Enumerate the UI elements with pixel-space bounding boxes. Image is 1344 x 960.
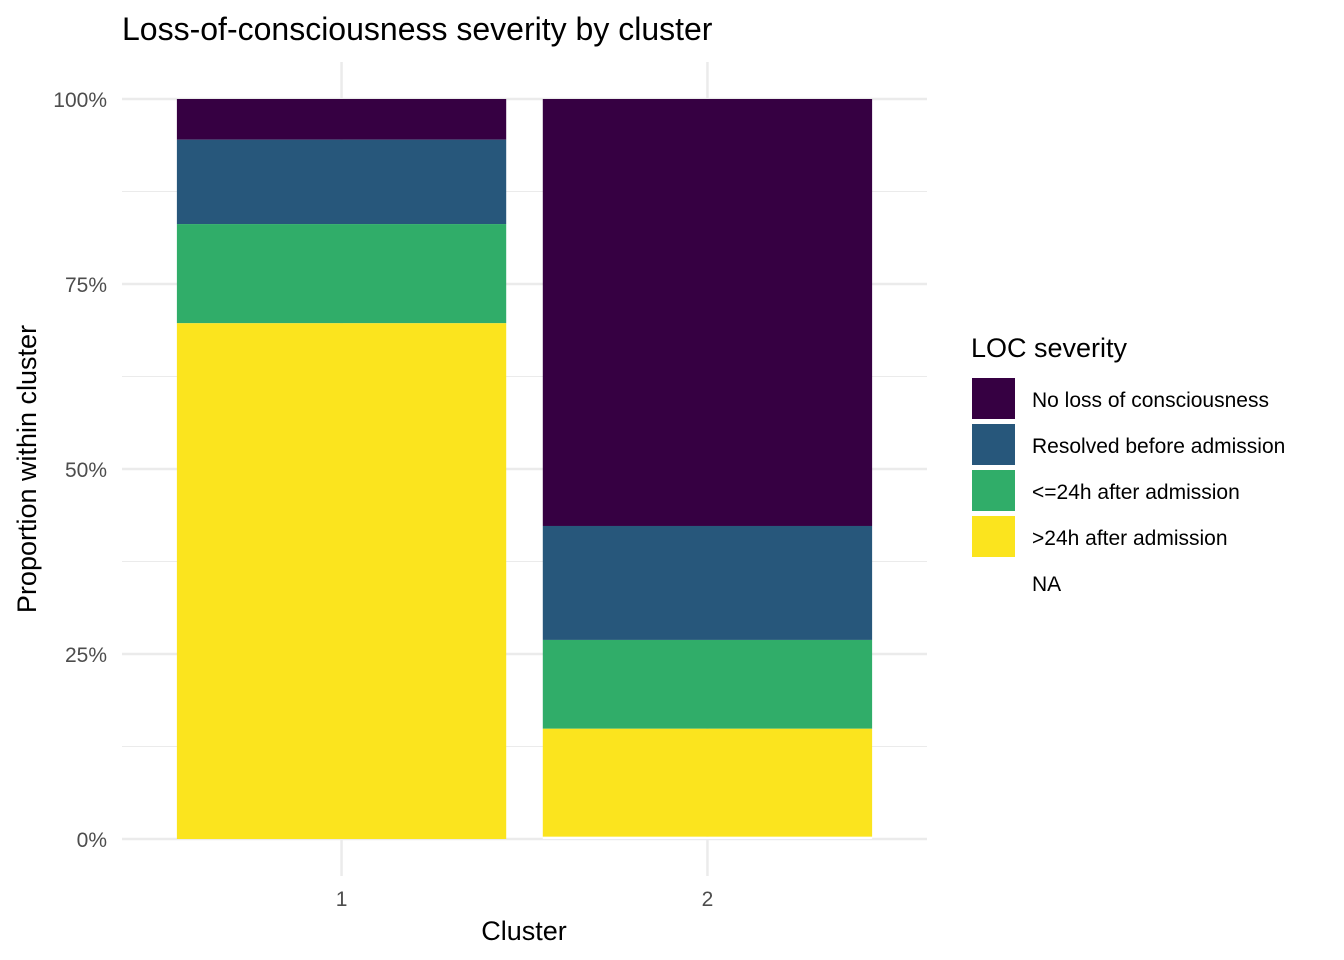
bar-segment xyxy=(542,728,873,837)
y-axis-ticks: 0% 25% 50% 75% 100% xyxy=(53,89,107,852)
y-tick-label: 50% xyxy=(65,459,107,482)
legend-swatch xyxy=(972,516,1015,557)
chart-title: Loss-of-consciousness severity by cluste… xyxy=(122,11,713,47)
legend-swatch xyxy=(972,470,1015,511)
bar-segment xyxy=(176,99,507,140)
legend-label: NA xyxy=(1032,573,1061,596)
y-tick-label: 0% xyxy=(77,829,107,852)
y-tick-label: 75% xyxy=(65,274,107,297)
bar-segment xyxy=(542,836,873,839)
x-tick-label: 2 xyxy=(702,888,714,911)
y-axis-label: Proportion within cluster xyxy=(12,325,42,613)
legend: LOC severity No loss of consciousness Res… xyxy=(971,333,1285,603)
legend-label: No loss of consciousness xyxy=(1032,389,1269,412)
legend-label: >24h after admission xyxy=(1032,527,1228,550)
legend-title: LOC severity xyxy=(971,333,1128,363)
legend-label: <=24h after admission xyxy=(1032,481,1240,504)
x-tick-label: 1 xyxy=(336,888,348,911)
bar-segment xyxy=(542,525,873,640)
legend-swatch xyxy=(972,378,1015,419)
legend-label: Resolved before admission xyxy=(1032,435,1285,458)
bar-segment xyxy=(176,224,507,324)
x-axis-label: Cluster xyxy=(481,916,567,946)
bar-segment xyxy=(176,323,507,840)
bar-segment xyxy=(176,139,507,225)
legend-swatch xyxy=(972,424,1015,465)
bar-segment xyxy=(542,639,873,729)
y-tick-label: 25% xyxy=(65,644,107,667)
bars xyxy=(176,99,873,840)
y-tick-label: 100% xyxy=(53,89,107,112)
bar-segment xyxy=(542,99,873,526)
legend-swatch xyxy=(972,562,1015,603)
